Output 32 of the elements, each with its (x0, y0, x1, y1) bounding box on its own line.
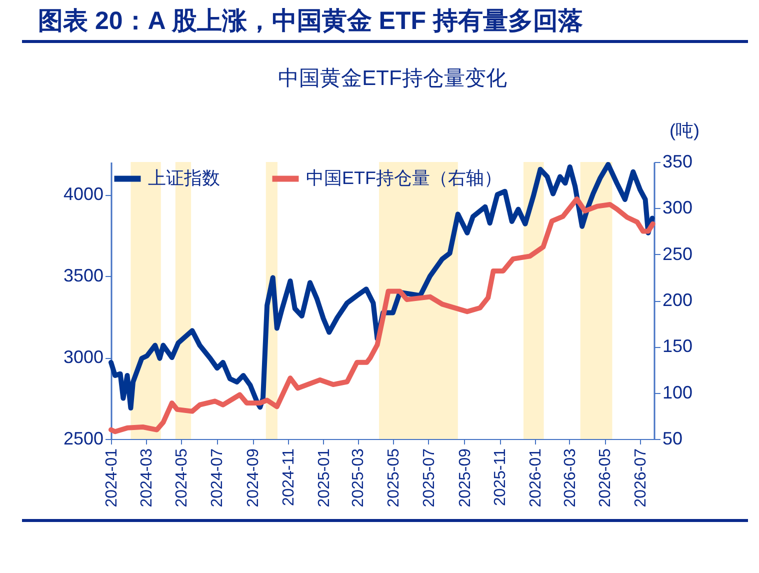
y2-tick-label: 350 (662, 152, 693, 172)
x-tick-label: 2026-03 (562, 448, 579, 508)
legend-label: 中国ETF持仓量（右轴） (306, 168, 502, 188)
x-tick-label: 2025-07 (420, 448, 438, 508)
x-tick-label: 2025-03 (350, 448, 368, 508)
y2-tick-label: 100 (662, 382, 693, 402)
x-tick-label: 2026-01 (528, 448, 545, 508)
y2-axis-title: (吨) (670, 120, 700, 140)
chart-title: 图表 20：A 股上涨，中国黄金 ETF 持有量多回落 (38, 6, 583, 37)
y2-tick-label: 200 (662, 290, 693, 310)
x-tick-label: 2025-01 (316, 448, 333, 508)
y2-tick-label: 300 (662, 198, 693, 218)
x-tick-label: 2026-05 (597, 448, 614, 508)
x-tick-label: 2024-03 (138, 448, 156, 508)
x-tick-label: 2025-09 (456, 448, 474, 508)
y2-tick-label: 150 (662, 336, 693, 356)
x-tick-label: 2024-05 (174, 448, 191, 508)
x-tick-label: 2024-07 (209, 448, 226, 508)
y-tick-label: 3000 (63, 347, 104, 368)
legend-label: 上证指数 (148, 168, 220, 188)
x-tick-label: 2024-11 (280, 448, 298, 506)
x-tick-label: 2026-07 (632, 448, 650, 508)
y2-tick-label: 250 (662, 244, 693, 264)
y-tick-label: 3500 (63, 266, 104, 286)
chart-subtitle: 中国黄金ETF持仓量变化 (277, 66, 508, 92)
x-tick-label: 2024-01 (104, 448, 120, 508)
x-tick-label: 2025-05 (385, 448, 402, 508)
x-tick-label: 2024-09 (245, 448, 262, 508)
y-tick-label: 2500 (63, 428, 104, 448)
x-tick-label: 2025-11 (492, 448, 510, 506)
y2-tick-label: 50 (662, 428, 683, 448)
y-tick-label: 4000 (63, 184, 104, 204)
